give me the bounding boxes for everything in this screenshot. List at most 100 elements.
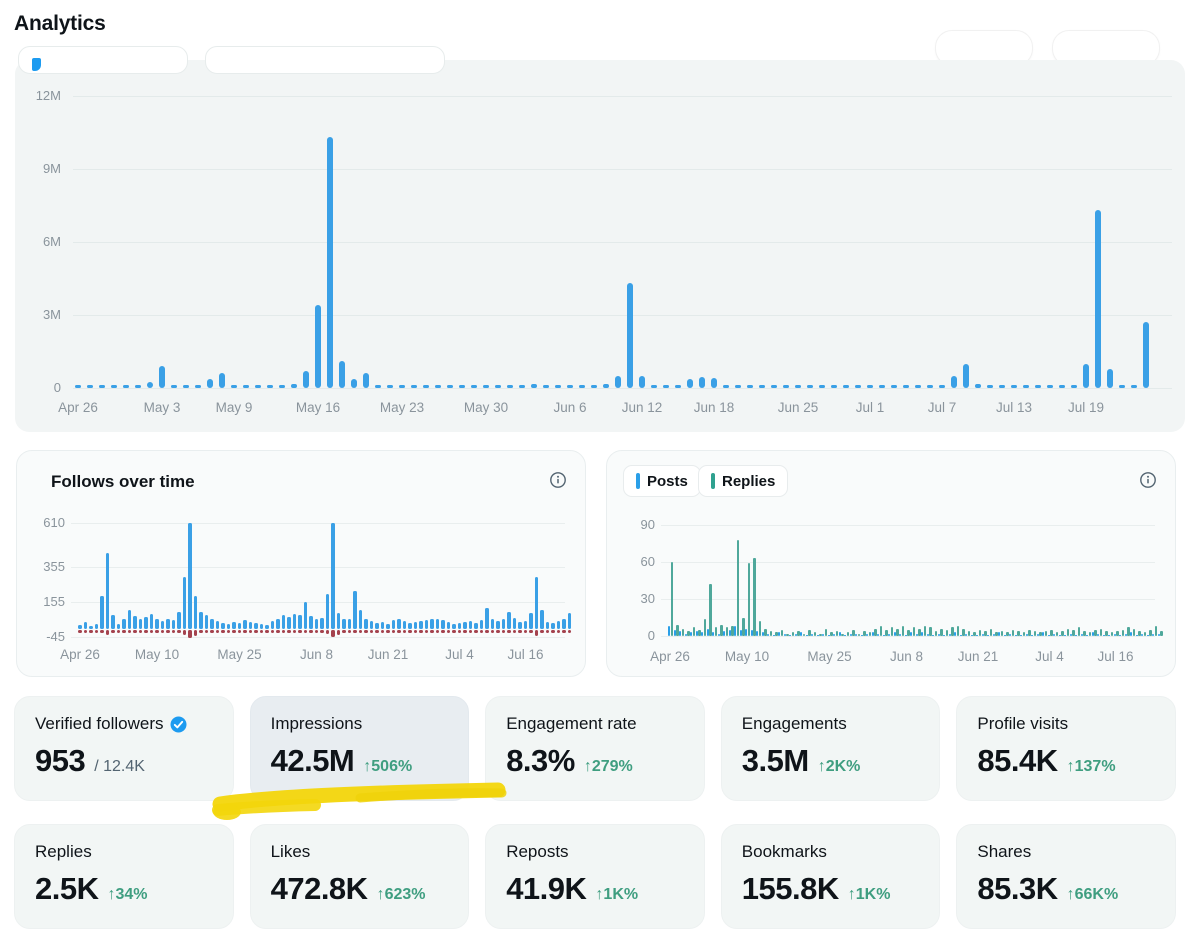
replies-bar <box>1099 628 1103 636</box>
follows-bar <box>171 620 176 629</box>
y-axis-tick: -45 <box>46 628 65 644</box>
impressions-bar <box>687 379 693 388</box>
replies-legend-label: Replies <box>722 472 776 490</box>
stat-card-label: Engagement rate <box>506 714 637 733</box>
posts-bar <box>1108 634 1111 636</box>
impressions-bar <box>807 385 813 388</box>
follows-bar <box>408 622 412 629</box>
impressions-bar <box>363 373 369 388</box>
unfollows-bar <box>331 630 335 637</box>
posts-bar <box>844 634 847 636</box>
replies-bar <box>841 633 844 636</box>
x-axis-tick: Jul 16 <box>1097 649 1134 664</box>
unfollows-bar <box>149 630 154 633</box>
replies-bar <box>687 631 690 636</box>
metric-tab-impressions[interactable] <box>18 46 188 74</box>
impressions-bar <box>891 385 897 388</box>
stat-card-reposts[interactable]: Reposts 41.9K ↑1K% <box>485 824 705 929</box>
posts-bar <box>1113 633 1116 636</box>
posts-bar <box>943 634 946 636</box>
impressions-bar <box>351 379 357 388</box>
stat-card-shares[interactable]: Shares 85.3K ↑66K% <box>956 824 1176 929</box>
unfollows-bar <box>237 630 242 633</box>
stat-card-delta: ↑279% <box>583 758 633 775</box>
posts-replies-bar-chart: 90 60 30 0 Apr 26 May 10 May 25 Jun 8 Jun 21 Jul … <box>607 451 1175 676</box>
stat-card-impressions[interactable]: Impressions 42.5M ↑506% <box>249 696 470 801</box>
gridline <box>73 315 1172 316</box>
impressions-bar <box>267 385 273 388</box>
unfollows-bar <box>402 630 407 633</box>
impressions-bar <box>99 385 105 388</box>
x-axis-tick: Jul 19 <box>1067 400 1105 415</box>
follows-bar <box>204 615 209 629</box>
stat-card-label: Engagements <box>741 714 847 733</box>
replies-bar <box>962 628 965 636</box>
stat-card-likes[interactable]: Likes 472.8K ↑623% <box>249 824 470 929</box>
follows-bar <box>248 622 253 629</box>
impressions-bar <box>1047 385 1053 388</box>
follows-bar <box>314 619 319 629</box>
follows-bar <box>402 621 407 629</box>
impressions-bar <box>471 385 477 388</box>
follows-chart-title: Follows over time <box>51 472 195 491</box>
posts-bar <box>976 634 979 636</box>
posts-bar <box>948 633 951 636</box>
follows-bar <box>479 620 484 629</box>
stat-card-engagements[interactable]: Engagements 3.5M ↑2K% <box>720 696 941 801</box>
impressions-bar <box>855 385 861 388</box>
stat-card-engagement-rate[interactable]: Engagement rate 8.3% ↑279% <box>485 696 705 801</box>
posts-bar <box>783 633 786 636</box>
follows-bar <box>556 621 561 629</box>
posts-bar <box>679 631 682 636</box>
impressions-bar <box>1131 385 1137 388</box>
x-axis-tick: May 23 <box>379 400 425 415</box>
follows-bar <box>435 618 440 629</box>
unfollows-bar <box>199 630 203 634</box>
posts-bar <box>1020 634 1023 636</box>
unfollows-bar <box>468 630 473 633</box>
stat-card-delta: ↑623% <box>376 886 426 903</box>
impressions-bar <box>771 385 777 388</box>
unfollows-bar <box>309 630 313 633</box>
follows-bar <box>413 622 418 629</box>
posts-bar <box>767 633 770 636</box>
legend-posts[interactable]: Posts <box>623 465 701 497</box>
posts-replies-card: Posts Replies 90 60 30 0 Apr 26 May 10 May 25 J… <box>606 450 1176 677</box>
unfollows-bar <box>210 630 214 633</box>
replies-bar <box>786 633 789 636</box>
posts-bar <box>998 632 1001 636</box>
replies-bar <box>1044 631 1048 636</box>
unfollows-bar <box>347 630 352 633</box>
gridline <box>73 388 1172 389</box>
posts-bar <box>811 633 814 636</box>
posts-bar <box>712 632 715 636</box>
posts-bar <box>701 632 704 636</box>
unfollows-bar <box>540 630 544 633</box>
follows-bar <box>545 622 550 629</box>
follows-bar <box>215 621 220 629</box>
stat-card-verified-followers[interactable]: Verified followers 953 / 12.4K <box>14 696 234 801</box>
follows-bar <box>468 621 473 629</box>
stat-card-profile-visits[interactable]: Profile visits 85.4K ↑137% <box>956 696 1176 801</box>
stat-card-bookmarks[interactable]: Bookmarks 155.8K ↑1K% <box>720 824 941 929</box>
replies-bar <box>857 633 861 636</box>
info-icon[interactable] <box>549 471 567 489</box>
impressions-bar <box>171 385 177 388</box>
x-axis-tick: Jul 13 <box>995 400 1033 415</box>
replies-bar <box>670 562 674 636</box>
stat-card-replies[interactable]: Replies 2.5K ↑34% <box>14 824 234 929</box>
y-axis-tick: 355 <box>43 559 65 575</box>
posts-bar <box>1102 634 1105 636</box>
stat-card-label: Replies <box>35 842 92 861</box>
posts-bar <box>1003 634 1006 636</box>
x-axis-tick: May 9 <box>215 400 253 415</box>
follows-bar <box>331 523 335 629</box>
replies-bar <box>1083 631 1086 636</box>
impressions-bar <box>291 384 297 388</box>
replies-bar <box>1072 629 1075 636</box>
legend-replies[interactable]: Replies <box>698 465 789 497</box>
follows-bar <box>347 618 352 629</box>
replies-bar <box>709 584 712 636</box>
info-icon[interactable] <box>1139 471 1157 489</box>
metric-tab-engagements[interactable] <box>205 46 445 74</box>
